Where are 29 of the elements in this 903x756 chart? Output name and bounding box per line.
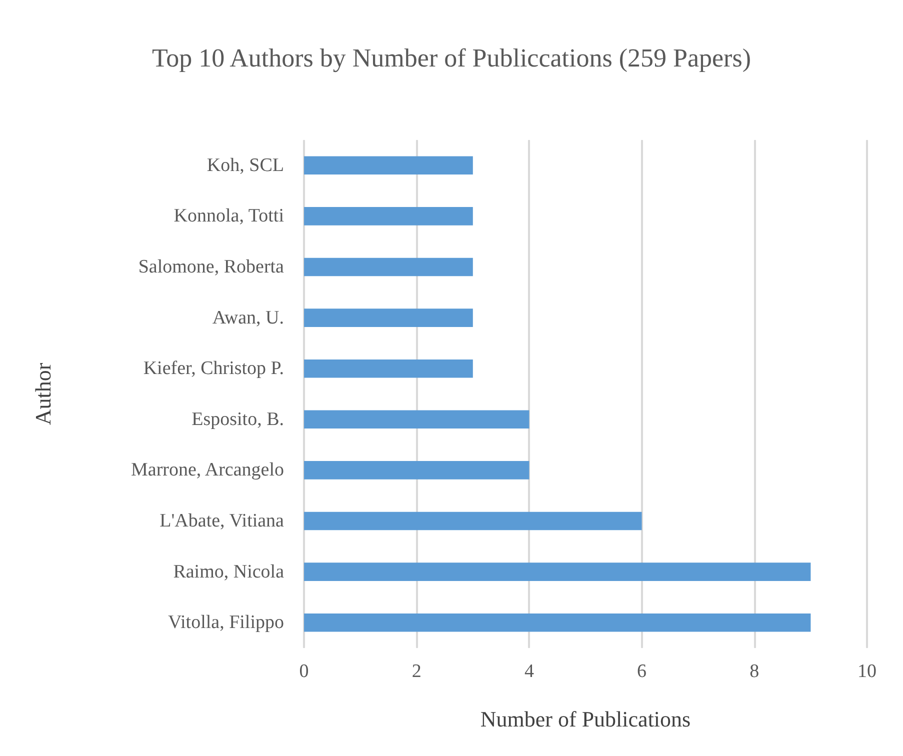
x-tick-label: 0	[299, 661, 309, 682]
y-tick-label: Koh, SCL	[206, 154, 284, 176]
y-axis-title: Author	[30, 362, 56, 426]
bar	[304, 461, 530, 480]
bar	[304, 207, 473, 226]
y-tick-label: Marrone, Arcangelo	[131, 460, 284, 481]
x-axis-title: Number of Publications	[480, 706, 691, 732]
y-tick-label: Kiefer, Christop P.	[143, 358, 284, 380]
y-tick-label: Raimo, Nicola	[173, 561, 285, 582]
y-tick-label: Vitolla, Filippo	[168, 612, 284, 634]
x-tick-label: 6	[637, 661, 647, 682]
bar	[304, 258, 473, 276]
x-tick-label: 8	[750, 661, 760, 682]
y-tick-label: Konnola, Totti	[174, 206, 284, 227]
y-tick-label: Esposito, B.	[192, 408, 284, 430]
bar	[304, 156, 473, 175]
x-tick-label: 4	[524, 661, 534, 682]
y-tick-label: L'Abate, Vitiana	[160, 510, 285, 532]
chart-title: Top 10 Authors by Number of Publiccations (259 Papers)	[152, 44, 751, 72]
x-tick-label: 10	[858, 661, 876, 682]
bar	[304, 562, 811, 581]
bar	[304, 308, 473, 327]
bar	[304, 613, 811, 632]
bar	[304, 512, 642, 530]
y-tick-label: Awan, U.	[212, 307, 284, 328]
y-tick-label: Salomone, Roberta	[138, 256, 285, 278]
x-tick-label: 2	[412, 661, 422, 682]
bar	[304, 410, 530, 429]
bar	[304, 359, 473, 378]
